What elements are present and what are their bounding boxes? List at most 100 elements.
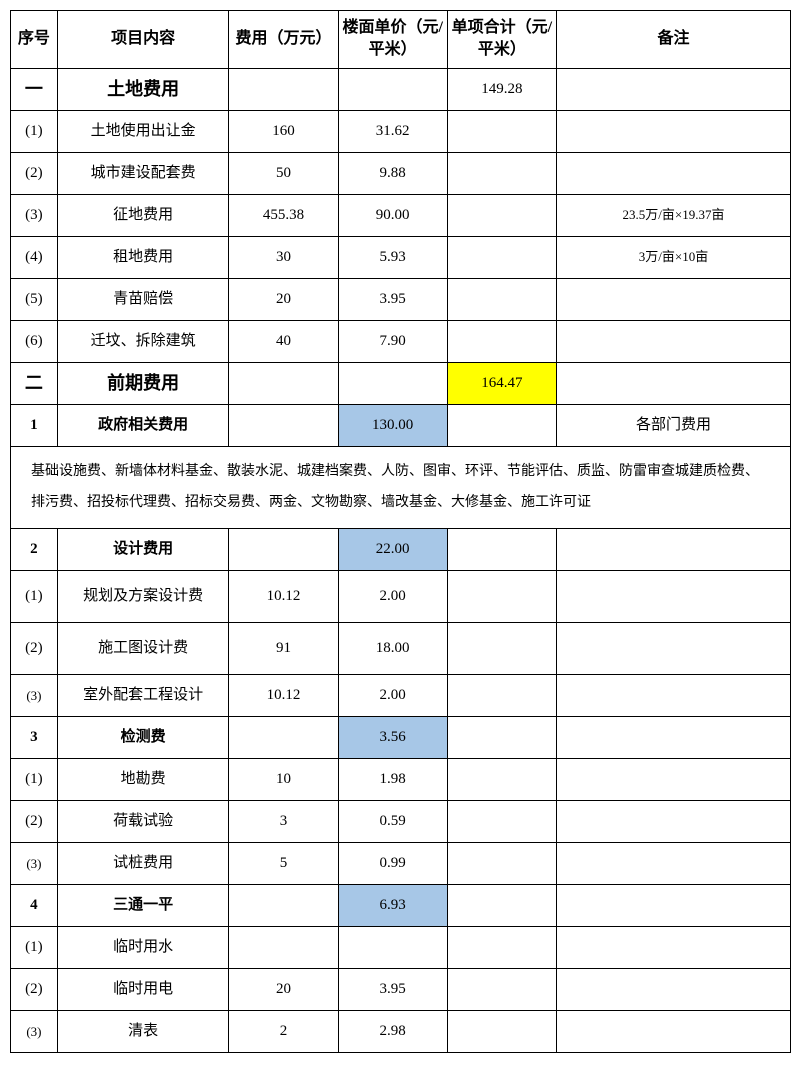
cell-fee: 20 (229, 969, 338, 1011)
cell (556, 1011, 790, 1053)
cell-item: 荷载试验 (57, 801, 229, 843)
header-unit: 楼面单价（元/平米） (338, 11, 447, 69)
header-subtotal: 单项合计（元/平米） (447, 11, 556, 69)
cell-item: 临时用水 (57, 927, 229, 969)
cell-item: 试桩费用 (57, 843, 229, 885)
cell (447, 194, 556, 236)
sub-unit: 3.56 (338, 717, 447, 759)
cell (447, 529, 556, 571)
cell-remark: 3万/亩×10亩 (556, 236, 790, 278)
cell-seq: (1) (11, 110, 58, 152)
section-title: 土地费用 (57, 68, 229, 110)
cell (229, 885, 338, 927)
cell-seq: (1) (11, 759, 58, 801)
cell-item: 迁坟、拆除建筑 (57, 320, 229, 362)
cell (447, 675, 556, 717)
cell-fee: 5 (229, 843, 338, 885)
cell (556, 717, 790, 759)
header-seq: 序号 (11, 11, 58, 69)
table-row: (2) 城市建设配套费 50 9.88 (11, 152, 791, 194)
section-subtotal: 149.28 (447, 68, 556, 110)
cell (556, 571, 790, 623)
subsection-row: 1 政府相关费用 130.00 各部门费用 (11, 404, 791, 446)
cell-item: 青苗赔偿 (57, 278, 229, 320)
cell-fee: 2 (229, 1011, 338, 1053)
cell (447, 717, 556, 759)
section-row: 二 前期费用 164.47 (11, 362, 791, 404)
cell-seq: (2) (11, 801, 58, 843)
cell (338, 362, 447, 404)
sub-unit: 130.00 (338, 404, 447, 446)
cell (447, 320, 556, 362)
cell (556, 68, 790, 110)
cell (447, 278, 556, 320)
table-row: (3) 试桩费用 5 0.99 (11, 843, 791, 885)
cell-unit: 1.98 (338, 759, 447, 801)
table-row: (3) 征地费用 455.38 90.00 23.5万/亩×19.37亩 (11, 194, 791, 236)
cell (447, 152, 556, 194)
cell-fee: 3 (229, 801, 338, 843)
table-row: (1) 规划及方案设计费 10.12 2.00 (11, 571, 791, 623)
cell-seq: (6) (11, 320, 58, 362)
cell (556, 885, 790, 927)
cell (447, 843, 556, 885)
cell-seq: (2) (11, 969, 58, 1011)
cell-item: 规划及方案设计费 (57, 571, 229, 623)
section-seq: 二 (11, 362, 58, 404)
cell-remark: 23.5万/亩×19.37亩 (556, 194, 790, 236)
sub-unit: 22.00 (338, 529, 447, 571)
cell-unit: 3.95 (338, 278, 447, 320)
cell (447, 1011, 556, 1053)
cell (556, 623, 790, 675)
cell-remark (556, 152, 790, 194)
cell (229, 717, 338, 759)
cell (338, 68, 447, 110)
cell-unit: 18.00 (338, 623, 447, 675)
table-row: (2) 荷载试验 3 0.59 (11, 801, 791, 843)
sub-remark: 各部门费用 (556, 404, 790, 446)
cell (447, 801, 556, 843)
sub-seq: 1 (11, 404, 58, 446)
cell-fee: 10.12 (229, 675, 338, 717)
cell-unit: 90.00 (338, 194, 447, 236)
cell (447, 885, 556, 927)
cell-unit: 31.62 (338, 110, 447, 152)
cell-seq: (1) (11, 571, 58, 623)
cell-fee: 10 (229, 759, 338, 801)
cell (447, 759, 556, 801)
cell-seq: (3) (11, 843, 58, 885)
cell-seq: (2) (11, 152, 58, 194)
cell-fee: 10.12 (229, 571, 338, 623)
cell-item: 施工图设计费 (57, 623, 229, 675)
cell-item: 租地费用 (57, 236, 229, 278)
cell (447, 969, 556, 1011)
header-fee: 费用（万元） (229, 11, 338, 69)
section-title: 前期费用 (57, 362, 229, 404)
cell-remark (556, 278, 790, 320)
cell (229, 404, 338, 446)
table-row: (3) 清表 2 2.98 (11, 1011, 791, 1053)
cell-remark (556, 110, 790, 152)
cell-seq: (3) (11, 675, 58, 717)
cell (556, 843, 790, 885)
cell (447, 236, 556, 278)
cell-fee: 91 (229, 623, 338, 675)
header-remark: 备注 (556, 11, 790, 69)
sub-title: 检测费 (57, 717, 229, 759)
sub-title: 三通一平 (57, 885, 229, 927)
sub-unit: 6.93 (338, 885, 447, 927)
cell-seq: (1) (11, 927, 58, 969)
cell (556, 362, 790, 404)
cell-item: 清表 (57, 1011, 229, 1053)
cell-fee: 30 (229, 236, 338, 278)
cell-item: 临时用电 (57, 969, 229, 1011)
cell (556, 675, 790, 717)
cell-item: 室外配套工程设计 (57, 675, 229, 717)
cell-item: 土地使用出让金 (57, 110, 229, 152)
cost-table: 序号 项目内容 费用（万元） 楼面单价（元/平米） 单项合计（元/平米） 备注 … (10, 10, 791, 1053)
table-row: (3) 室外配套工程设计 10.12 2.00 (11, 675, 791, 717)
cell-item: 征地费用 (57, 194, 229, 236)
cell-unit: 0.99 (338, 843, 447, 885)
section-row: 一 土地费用 149.28 (11, 68, 791, 110)
cell-unit (338, 927, 447, 969)
